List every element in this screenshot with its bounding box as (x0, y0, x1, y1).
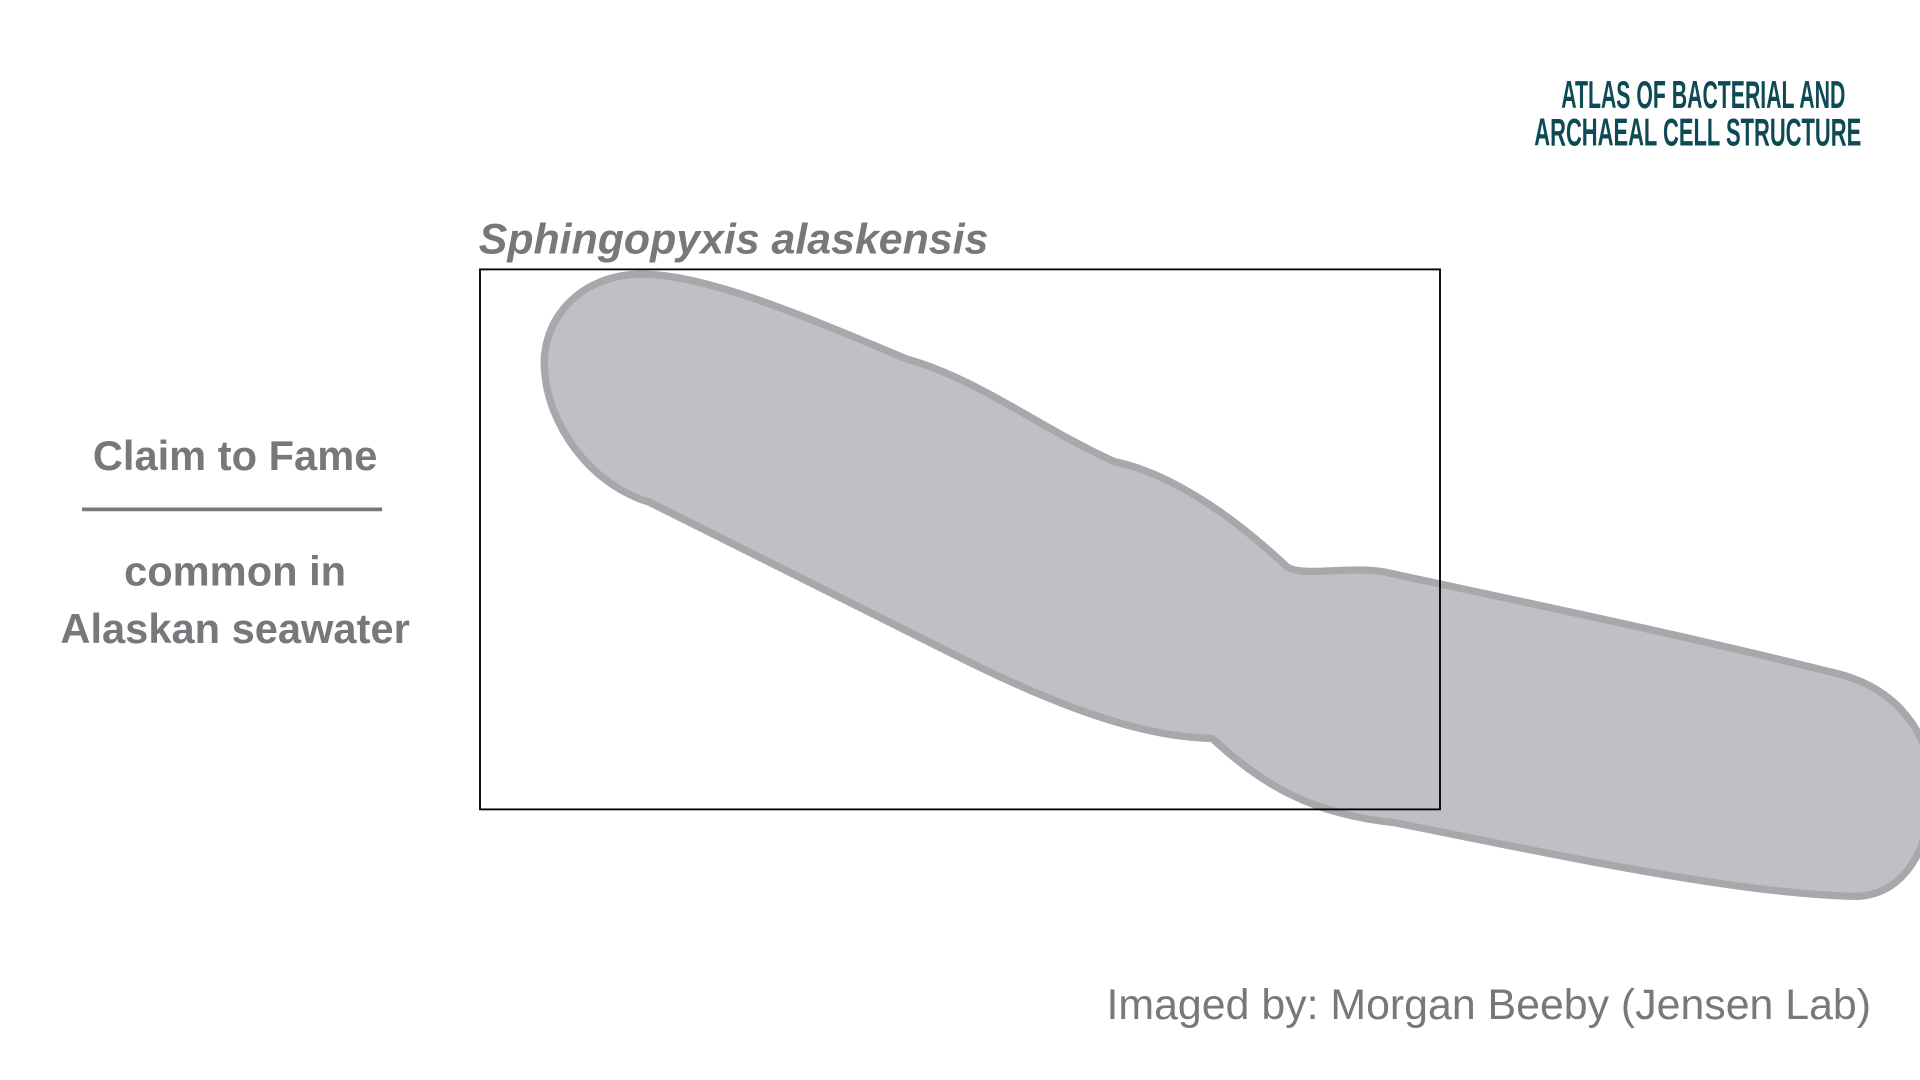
credit: Imaged by: Morgan Beeby (Jensen Lab) (1107, 981, 1872, 1029)
claim-text: common in (124, 547, 346, 594)
claim-heading: Claim to Fame (93, 432, 378, 479)
image-frame (479, 268, 1441, 811)
logo-line: ATLAS OF BACTERIAL AND (1561, 74, 1845, 117)
cell (540, 270, 1920, 901)
logo-line: ARCHAEAL CELL STRUCTURE (1534, 112, 1861, 155)
title: Sphingopyxis alaskensis (479, 215, 989, 263)
claim-text: Alaskan seawater (60, 605, 409, 652)
